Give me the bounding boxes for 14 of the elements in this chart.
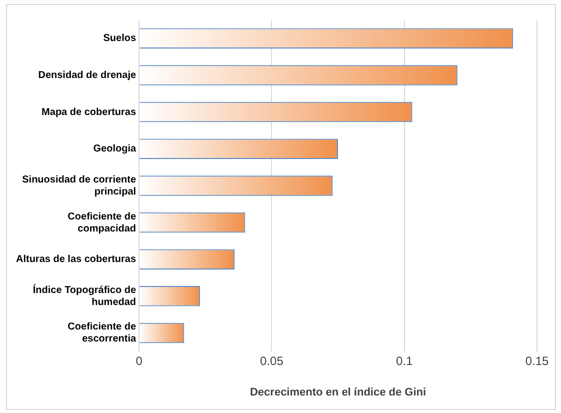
- x-axis-title: Decrecimento en el índice de Gini: [250, 386, 426, 398]
- y-tick-label: Coeficiente de escorrentia: [68, 322, 136, 345]
- x-tick-label: 0.05: [260, 354, 284, 368]
- y-tick-label: Sinuosidad de corriente principal: [22, 174, 136, 198]
- y-tick-label: Suelos: [103, 33, 136, 44]
- y-tick-label: Alturas de las coberturas: [16, 254, 136, 266]
- x-tick-label: 0: [136, 354, 143, 368]
- x-tick-label: 0.15: [525, 354, 549, 368]
- y-tick-label: Geologia: [93, 144, 136, 155]
- y-tick-label: Densidad de drenaje: [38, 70, 136, 81]
- y-tick-label: Coeficiente de compacidad: [68, 211, 136, 234]
- y-tick-label: Mapa de coberturas: [42, 106, 136, 118]
- y-tick-label: Índice Topográfico de humedad: [32, 284, 136, 308]
- x-tick-label: 0.1: [396, 354, 414, 368]
